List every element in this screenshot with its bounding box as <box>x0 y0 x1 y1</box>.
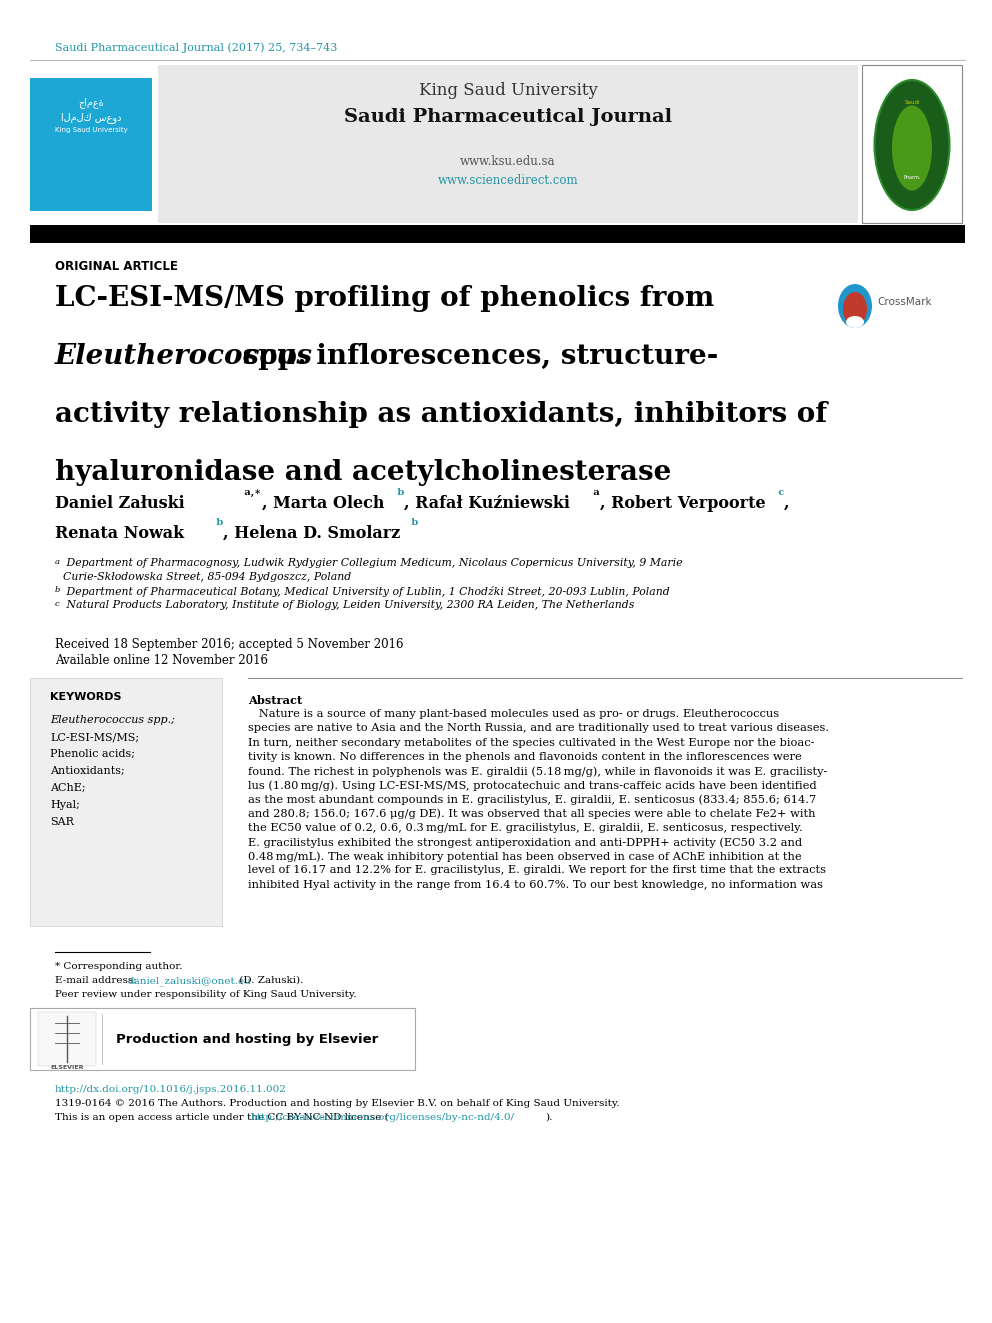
Text: found. The richest in polyphenols was E. giraldii (5.18 mg/g), while in flavonoi: found. The richest in polyphenols was E.… <box>248 766 827 777</box>
Text: http://dx.doi.org/10.1016/j.jsps.2016.11.002: http://dx.doi.org/10.1016/j.jsps.2016.11… <box>55 1085 287 1094</box>
Text: Eleutherococcus spp.;: Eleutherococcus spp.; <box>50 714 175 725</box>
Text: Saudi Pharmaceutical Journal (2017) 25, 734–743: Saudi Pharmaceutical Journal (2017) 25, … <box>55 42 337 53</box>
Bar <box>30 225 965 243</box>
Text: Department of Pharmacognosy, Ludwik Rydygier Collegium Medicum, Nicolaus Coperni: Department of Pharmacognosy, Ludwik Rydy… <box>63 558 682 568</box>
Text: Renata Nowak: Renata Nowak <box>55 525 185 542</box>
Text: b: b <box>394 488 405 497</box>
Bar <box>862 65 962 224</box>
Text: Department of Pharmaceutical Botany, Medical University of Lublin, 1 Chodźki Str: Department of Pharmaceutical Botany, Med… <box>63 586 670 597</box>
Bar <box>30 677 222 926</box>
Text: 1319-0164 © 2016 The Authors. Production and hosting by Elsevier B.V. on behalf : 1319-0164 © 2016 The Authors. Production… <box>55 1099 620 1107</box>
Text: E-mail address:: E-mail address: <box>55 976 140 986</box>
Text: ORIGINAL ARTICLE: ORIGINAL ARTICLE <box>55 261 178 273</box>
Text: species are native to Asia and the North Russia, and are traditionally used to t: species are native to Asia and the North… <box>248 724 829 733</box>
Text: Peer review under responsibility of King Saud University.: Peer review under responsibility of King… <box>55 990 357 999</box>
Text: Saudi Pharmaceutical Journal: Saudi Pharmaceutical Journal <box>344 108 672 126</box>
Text: c: c <box>775 488 785 497</box>
Text: b: b <box>55 586 61 594</box>
Ellipse shape <box>875 79 949 210</box>
Text: Antioxidants;: Antioxidants; <box>50 766 125 777</box>
Text: spp. inflorescences, structure-: spp. inflorescences, structure- <box>233 343 718 370</box>
Text: ).: ). <box>545 1113 553 1122</box>
Text: Pharm.: Pharm. <box>904 175 921 180</box>
Text: and 280.8; 156.0; 167.6 μg/g DE). It was observed that all species were able to : and 280.8; 156.0; 167.6 μg/g DE). It was… <box>248 808 815 819</box>
Text: www.ksu.edu.sa: www.ksu.edu.sa <box>460 155 556 168</box>
Text: the EC50 value of 0.2, 0.6, 0.3 mg/mL for E. gracilistylus, E. giraldii, E. sent: the EC50 value of 0.2, 0.6, 0.3 mg/mL fo… <box>248 823 803 832</box>
Text: Abstract: Abstract <box>248 695 303 706</box>
Bar <box>30 78 152 210</box>
Ellipse shape <box>838 284 872 328</box>
Text: KEYWORDS: KEYWORDS <box>50 692 121 703</box>
Ellipse shape <box>892 106 932 191</box>
Text: This is an open access article under the CC BY-NC-ND license (: This is an open access article under the… <box>55 1113 389 1122</box>
Text: ,: , <box>784 495 790 512</box>
Text: Phenolic acids;: Phenolic acids; <box>50 749 135 759</box>
Text: lus (1.80 mg/g). Using LC-ESI-MS/MS, protocatechuic and trans-caffeic acids have: lus (1.80 mg/g). Using LC-ESI-MS/MS, pro… <box>248 781 816 791</box>
Bar <box>38 1012 96 1066</box>
Text: Natural Products Laboratory, Institute of Biology, Leiden University, 2300 RA Le: Natural Products Laboratory, Institute o… <box>63 601 634 610</box>
Text: CrossMark: CrossMark <box>877 296 931 307</box>
Text: Daniel Załuski: Daniel Załuski <box>55 495 185 512</box>
Text: King Saud University: King Saud University <box>419 82 597 99</box>
Text: King Saud University: King Saud University <box>55 127 127 134</box>
Text: Production and hosting by Elsevier: Production and hosting by Elsevier <box>116 1032 378 1045</box>
Text: الملك سعود: الملك سعود <box>61 112 121 123</box>
Text: Available online 12 November 2016: Available online 12 November 2016 <box>55 654 268 667</box>
Ellipse shape <box>843 292 867 325</box>
Text: tivity is known. No differences in the phenols and flavonoids content in the inf: tivity is known. No differences in the p… <box>248 751 802 762</box>
Text: a: a <box>55 558 60 566</box>
Text: جامعة: جامعة <box>78 97 104 108</box>
Text: 0.48 mg/mL). The weak inhibitory potential has been observed in case of AChE inh: 0.48 mg/mL). The weak inhibitory potenti… <box>248 851 802 861</box>
Text: Curie-Skłodowska Street, 85-094 Bydgoszcz, Poland: Curie-Skłodowska Street, 85-094 Bydgoszc… <box>63 572 351 582</box>
Text: (D. Załuski).: (D. Załuski). <box>236 976 304 986</box>
Text: as the most abundant compounds in E. gracilistylus, E. giraldii, E. senticosus (: as the most abundant compounds in E. gra… <box>248 794 816 804</box>
Text: activity relationship as antioxidants, inhibitors of: activity relationship as antioxidants, i… <box>55 401 827 429</box>
Text: SAR: SAR <box>50 818 73 827</box>
Text: ELSEVIER: ELSEVIER <box>51 1065 83 1070</box>
Text: Hyal;: Hyal; <box>50 800 80 810</box>
Text: c: c <box>55 601 60 609</box>
Text: LC-ESI-MS/MS;: LC-ESI-MS/MS; <box>50 732 139 742</box>
Text: a,∗: a,∗ <box>241 488 261 497</box>
Bar <box>30 1008 415 1070</box>
Text: a: a <box>590 488 600 497</box>
Ellipse shape <box>846 316 864 328</box>
Text: level of 16.17 and 12.2% for E. gracilistylus, E. giraldi. We report for the fir: level of 16.17 and 12.2% for E. gracilis… <box>248 865 826 876</box>
Bar <box>158 65 858 224</box>
Text: In turn, neither secondary metabolites of the species cultivated in the West Eur: In turn, neither secondary metabolites o… <box>248 738 814 747</box>
Text: , Robert Verpoorte: , Robert Verpoorte <box>600 495 766 512</box>
Text: www.sciencedirect.com: www.sciencedirect.com <box>437 175 578 187</box>
Text: * Corresponding author.: * Corresponding author. <box>55 962 183 971</box>
Text: inhibited Hyal activity in the range from 16.4 to 60.7%. To our best knowledge, : inhibited Hyal activity in the range fro… <box>248 880 823 889</box>
Text: , Helena D. Smolarz: , Helena D. Smolarz <box>223 525 400 542</box>
Text: Eleutherococcus: Eleutherococcus <box>55 343 313 370</box>
Text: b: b <box>408 519 419 527</box>
Text: Saudi: Saudi <box>905 101 920 105</box>
Text: http://creativecommons.org/licenses/by-nc-nd/4.0/: http://creativecommons.org/licenses/by-n… <box>251 1113 515 1122</box>
Text: , Rafał Kuźniewski: , Rafał Kuźniewski <box>404 495 569 512</box>
Text: hyaluronidase and acetylcholinesterase: hyaluronidase and acetylcholinesterase <box>55 459 672 486</box>
Text: Received 18 September 2016; accepted 5 November 2016: Received 18 September 2016; accepted 5 N… <box>55 638 404 651</box>
Text: daniel_zaluski@onet.eu: daniel_zaluski@onet.eu <box>128 976 252 986</box>
Text: E. gracilistylus exhibited the strongest antiperoxidation and anti-DPPH+ activit: E. gracilistylus exhibited the strongest… <box>248 837 803 848</box>
Text: , Marta Olech: , Marta Olech <box>262 495 385 512</box>
Text: LC-ESI-MS/MS profiling of phenolics from: LC-ESI-MS/MS profiling of phenolics from <box>55 284 714 312</box>
Text: Nature is a source of many plant-based molecules used as pro- or drugs. Eleuther: Nature is a source of many plant-based m… <box>248 709 779 720</box>
Text: AChE;: AChE; <box>50 783 85 792</box>
Text: b: b <box>213 519 223 527</box>
